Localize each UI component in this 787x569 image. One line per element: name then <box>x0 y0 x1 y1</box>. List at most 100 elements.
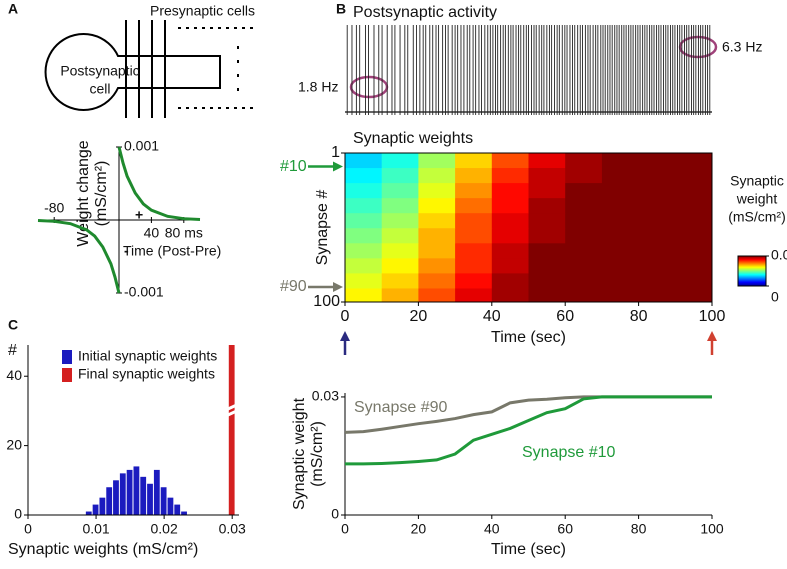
annotation: 6.3 Hz <box>722 39 762 55</box>
heatmap-cell <box>601 168 640 184</box>
heatmap-cell <box>491 288 529 303</box>
heatmap-cell <box>418 213 456 229</box>
heatmap-cell <box>455 213 493 229</box>
annotation: + <box>135 207 143 223</box>
diagram-label: Presynaptic cells <box>150 3 255 19</box>
neuron-diagram <box>44 20 258 118</box>
y-axis-label: (mS/cm²) <box>309 421 326 487</box>
marker-label: #90 <box>280 278 307 295</box>
heatmap-cell <box>528 168 566 184</box>
annotation: 1.8 Hz <box>298 79 338 95</box>
heatmap-cell <box>601 213 640 229</box>
x-tick-label: 0.03 <box>219 521 246 537</box>
series-line <box>117 146 201 222</box>
x-tick-label: 80 ms <box>165 225 203 241</box>
heatmap-cell <box>418 258 456 274</box>
heatmap-cell <box>345 153 383 169</box>
heatmap-cell <box>491 213 529 229</box>
y-axis-label: (mS/cm²) <box>93 161 110 227</box>
y-axis-label: # <box>8 342 17 359</box>
histogram-bar <box>147 483 153 515</box>
y-tick-label: 0 <box>331 506 339 522</box>
x-tick-label: 20 <box>410 308 428 325</box>
heatmap-cell <box>675 243 713 259</box>
heatmap-cell <box>455 168 493 184</box>
histogram-bar <box>174 504 181 515</box>
x-tick-label: 100 <box>700 521 724 537</box>
marker-arrowhead <box>333 161 343 172</box>
histogram-bar <box>119 473 126 515</box>
marker-label: #10 <box>280 158 307 175</box>
heatmap-cell <box>565 288 603 303</box>
heatmap-cell <box>345 213 383 229</box>
histogram-bar <box>99 497 106 515</box>
colorbar-label: weight <box>736 191 778 207</box>
x-tick-label: 40 <box>144 225 160 241</box>
heatmap-cell <box>565 198 603 214</box>
series-label: Synapse #90 <box>354 399 448 416</box>
chart-title: Synaptic weights <box>353 130 473 147</box>
heatmap-cell <box>601 288 640 303</box>
heatmap-cell <box>418 153 456 169</box>
x-axis-label: Synaptic weights (mS/cm²) <box>8 541 198 558</box>
heatmap-cell <box>528 258 566 274</box>
annotation: - <box>124 243 129 259</box>
heatmap-cell <box>345 198 383 214</box>
x-tick-label: 40 <box>483 308 501 325</box>
heatmap-cell <box>638 243 676 259</box>
heatmap-cell <box>381 198 419 214</box>
colorbar-tick-label: 0 <box>771 289 779 305</box>
heatmap-cell <box>491 168 529 184</box>
heatmap-cell <box>345 183 383 199</box>
heatmap-cell <box>528 228 566 244</box>
heatmap-cell <box>345 288 383 303</box>
heatmap-cell <box>455 183 493 199</box>
heatmap-cell <box>675 168 713 184</box>
histogram-bar <box>160 487 167 515</box>
legend-swatch <box>62 368 72 382</box>
heatmap-cell <box>565 258 603 274</box>
x-tick-label: 40 <box>484 521 500 537</box>
heatmap-cell <box>528 288 566 303</box>
heatmap-cell <box>381 243 419 259</box>
heatmap-cell <box>675 273 713 289</box>
colorbar <box>737 255 767 287</box>
heatmap-cell <box>345 228 383 244</box>
heatmap-cell <box>418 228 456 244</box>
heatmap-cell <box>638 213 676 229</box>
x-tick-label: 60 <box>557 521 573 537</box>
heatmap-cell <box>381 258 419 274</box>
x-tick-label: 0 <box>24 521 32 537</box>
heatmap-cell <box>491 273 529 289</box>
heatmap-cell <box>381 168 419 184</box>
histogram-bar <box>133 466 140 515</box>
y-axis-label: Synapse # <box>314 190 331 266</box>
heatmap-cell <box>638 198 676 214</box>
heatmap-cell <box>381 213 419 229</box>
histogram-bar <box>228 345 235 515</box>
heatmap-cell <box>565 183 603 199</box>
heatmap-cell <box>491 183 529 199</box>
panel-label: B <box>336 1 346 17</box>
heatmap-cell <box>601 153 640 169</box>
heatmap-cell <box>491 228 529 244</box>
histogram-bar <box>140 476 147 515</box>
heatmap-cell <box>638 288 676 303</box>
x-tick-label: 0 <box>341 521 349 537</box>
heatmap-cell <box>381 228 419 244</box>
heatmap-cell <box>528 213 566 229</box>
panel-label: C <box>8 317 18 333</box>
histogram-bar <box>92 504 99 515</box>
heatmap-cell <box>528 243 566 259</box>
x-tick-label: -80 <box>44 200 64 216</box>
heatmap-cell <box>565 243 603 259</box>
legend-swatch <box>62 350 72 364</box>
histogram-bar <box>181 511 187 515</box>
heatmap-cell <box>565 273 603 289</box>
heatmap-cell <box>345 243 383 259</box>
heatmap-cell <box>638 228 676 244</box>
x-tick-label: 0 <box>341 308 350 325</box>
legend-label: Final synaptic weights <box>78 366 215 382</box>
heatmap-cell <box>381 288 419 303</box>
heatmap-cell <box>638 273 676 289</box>
